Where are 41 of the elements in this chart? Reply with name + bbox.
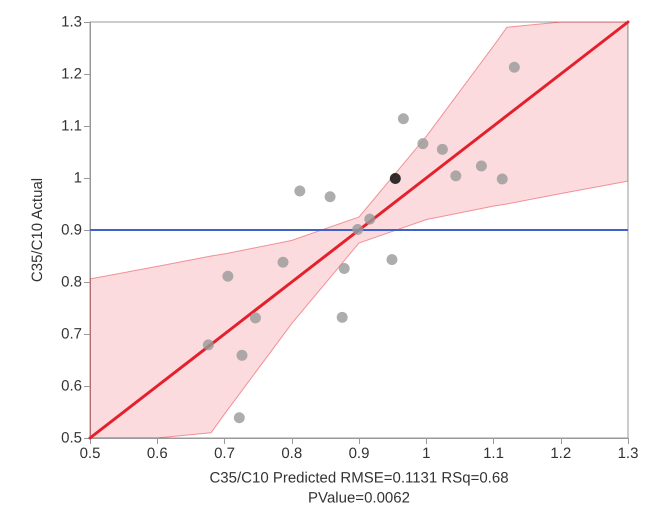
x-tick-label: 1 bbox=[422, 445, 430, 462]
x-tick-label: 1.1 bbox=[483, 445, 504, 462]
point bbox=[508, 62, 520, 73]
x-tick-label: 0.5 bbox=[80, 445, 100, 462]
point bbox=[450, 170, 462, 182]
point bbox=[278, 256, 289, 268]
point bbox=[364, 214, 376, 225]
y-tick-label: 1.2 bbox=[61, 66, 82, 82]
point bbox=[390, 173, 401, 184]
y-tick-label: 1.3 bbox=[61, 14, 82, 30]
point bbox=[222, 270, 234, 282]
point bbox=[352, 224, 364, 235]
point bbox=[436, 144, 448, 155]
x-tick-label: 0.7 bbox=[214, 445, 235, 462]
y-tick-label: 0.8 bbox=[61, 274, 82, 290]
point bbox=[236, 350, 248, 361]
y-tick-label: 1 bbox=[74, 170, 82, 186]
point bbox=[234, 412, 245, 424]
y-tick-label: 0.9 bbox=[61, 222, 82, 238]
y-tick-label: 0.6 bbox=[61, 378, 82, 394]
point bbox=[417, 138, 428, 150]
point bbox=[496, 174, 508, 185]
point bbox=[386, 254, 398, 266]
x-axis-title: C35/C10 Predicted RMSE=0.1131 RSq=0.68 PValue=0.0062 bbox=[209, 470, 509, 506]
point bbox=[336, 312, 348, 323]
x-tick-label: 1.3 bbox=[618, 445, 638, 462]
y-tick-label: 0.7 bbox=[61, 326, 82, 342]
point bbox=[250, 312, 261, 324]
point bbox=[202, 339, 214, 350]
point bbox=[398, 113, 409, 124]
point bbox=[476, 160, 487, 172]
y-tick-label: 1.1 bbox=[61, 118, 82, 134]
point bbox=[338, 262, 350, 274]
y-tick-label: 0.5 bbox=[61, 430, 82, 446]
y-axis-title: C35/C10 Actual bbox=[29, 178, 46, 282]
x-tick-label: 0.6 bbox=[146, 445, 168, 462]
x-tick-label: 1.2 bbox=[550, 445, 572, 462]
point bbox=[324, 191, 336, 202]
x-tick-label: 0.9 bbox=[348, 445, 370, 462]
x-tick-label: 0.8 bbox=[281, 445, 302, 462]
point bbox=[294, 186, 306, 196]
